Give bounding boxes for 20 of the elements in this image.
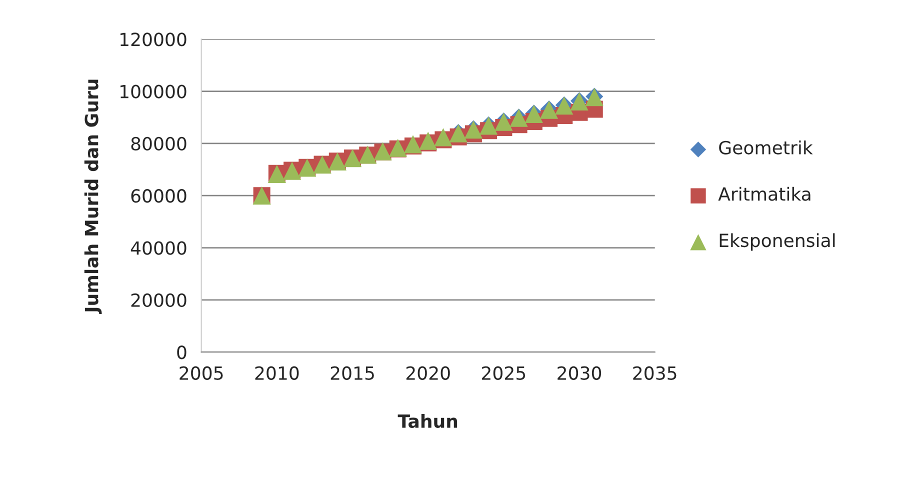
legend-label: Geometrik <box>719 140 813 154</box>
y-tick-label: 80000 <box>131 136 186 151</box>
point <box>434 128 452 146</box>
x-axis-title: Tahun <box>398 414 458 428</box>
x-tick-label: 2015 <box>330 366 374 380</box>
legend-label: Eksponensial <box>720 233 835 251</box>
x-tick-label: 2030 <box>558 366 602 380</box>
y-tick-label: 100000 <box>120 84 186 98</box>
y-tick-label: 0 <box>177 346 186 360</box>
x-tick-label: 2020 <box>406 366 450 380</box>
y-tick-label: 60000 <box>131 189 186 203</box>
y-tick-label: 40000 <box>130 241 186 255</box>
y-axis-title: Jumlah Murid dan Guru <box>84 80 102 314</box>
x-tick-label: 2025 <box>482 366 526 380</box>
x-tick-label: 2010 <box>255 366 299 380</box>
y-tick-label: 120000 <box>120 32 186 46</box>
legend-label: Aritmatika <box>718 186 810 201</box>
x-tick-label: 2035 <box>633 366 676 380</box>
y-tick-label: 20000 <box>131 293 186 308</box>
x-tick-label: 2005 <box>180 366 223 380</box>
